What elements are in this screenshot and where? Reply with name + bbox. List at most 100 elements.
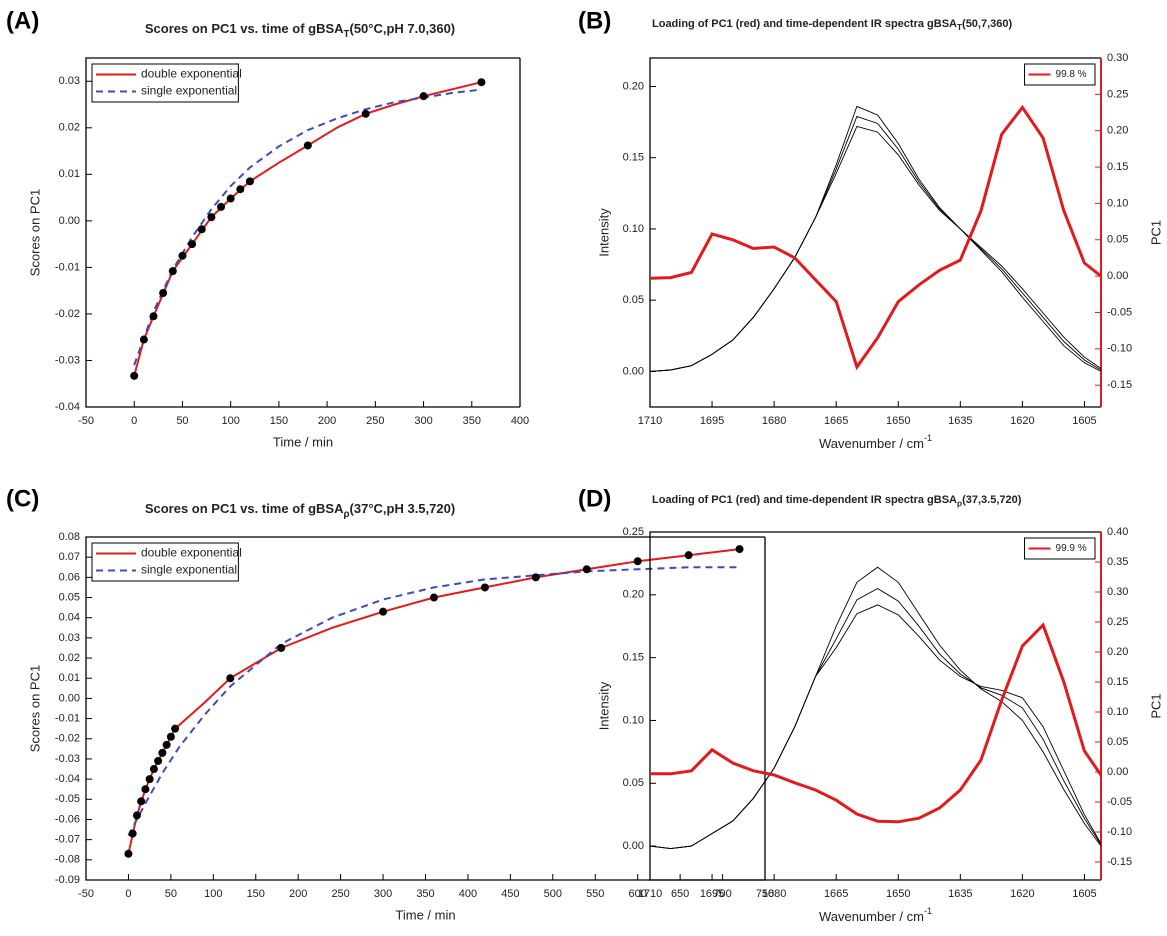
spectrum-line bbox=[650, 125, 1101, 372]
data-point bbox=[207, 213, 216, 222]
x-tick-label: 200 bbox=[318, 415, 336, 427]
x-tick-label: 400 bbox=[459, 888, 477, 900]
y-tick-label: 0.10 bbox=[623, 714, 644, 726]
x-axis-label: Wavenumber / cm-1 bbox=[819, 906, 932, 924]
data-point bbox=[531, 573, 540, 582]
x-label-part: -1 bbox=[924, 433, 932, 443]
y-tick-label: 0.00 bbox=[623, 840, 644, 852]
data-point bbox=[128, 829, 137, 838]
x-tick-label: 300 bbox=[374, 888, 392, 900]
x-tick-label: 600 bbox=[629, 888, 647, 900]
x-tick-label: 1635 bbox=[948, 415, 972, 427]
data-point bbox=[217, 202, 226, 211]
data-point bbox=[171, 724, 180, 733]
y-tick-label: -0.07 bbox=[55, 834, 80, 846]
legend-box bbox=[1024, 537, 1096, 560]
legend-label: 99.9 % bbox=[1056, 543, 1087, 554]
legend: 99.8 % bbox=[1024, 63, 1096, 86]
y-tick-label: 0.03 bbox=[59, 632, 80, 644]
y-axis-label: Intensity bbox=[596, 681, 611, 730]
data-point bbox=[149, 765, 158, 774]
y2-tick-label: -0.15 bbox=[1107, 379, 1132, 391]
plot-data bbox=[650, 566, 1101, 850]
y-tick-label: 0.15 bbox=[623, 152, 644, 164]
data-point bbox=[159, 288, 168, 297]
y2-tick-label: -0.15 bbox=[1107, 856, 1132, 868]
title-part: ρ bbox=[957, 499, 962, 508]
data-point bbox=[735, 545, 744, 554]
y-tick-label: -0.04 bbox=[55, 773, 80, 785]
x-tick-label: 400 bbox=[511, 415, 529, 427]
title-part: (50,7,360) bbox=[962, 18, 1012, 30]
legend: 99.9 % bbox=[1024, 537, 1096, 560]
y-tick-label: 0.00 bbox=[59, 692, 80, 704]
chart-title: Scores on PC1 vs. time of gBSAρ(37°C,pH … bbox=[145, 501, 455, 519]
title-part: ρ bbox=[343, 509, 349, 520]
y2-tick-label: 0.15 bbox=[1107, 161, 1128, 173]
y2-tick-label: -0.05 bbox=[1107, 306, 1132, 318]
y-tick-label: 0.00 bbox=[623, 365, 644, 377]
data-point bbox=[197, 225, 206, 234]
y2-tick-label: 0.05 bbox=[1107, 234, 1128, 246]
title-part: (37°C,pH 3.5,720) bbox=[350, 501, 456, 516]
y-tick-label: 0.07 bbox=[59, 551, 80, 563]
x-tick-label: 50 bbox=[176, 415, 188, 427]
x-tick-label: 0 bbox=[131, 415, 137, 427]
data-point bbox=[145, 775, 154, 784]
y-tick-label: 0.00 bbox=[59, 215, 80, 227]
y2-tick-label: 0.20 bbox=[1107, 646, 1128, 658]
x-tick-label: 1680 bbox=[762, 888, 786, 900]
data-point bbox=[166, 732, 175, 741]
x-tick-label: 300 bbox=[414, 415, 432, 427]
y-tick-label: 0.20 bbox=[623, 589, 644, 601]
x-axis-label: Time / min bbox=[395, 907, 455, 922]
data-point bbox=[154, 756, 163, 765]
fit-line bbox=[133, 88, 482, 366]
plot-frame bbox=[649, 531, 1101, 881]
title-part: (37,3.5,720) bbox=[962, 494, 1022, 506]
legend-box bbox=[1024, 63, 1096, 86]
x-tick-label: 200 bbox=[289, 888, 307, 900]
data-point bbox=[303, 141, 312, 150]
plot-data bbox=[124, 545, 744, 858]
y2-tick-label: 0.15 bbox=[1107, 676, 1128, 688]
title-part: Scores on PC1 vs. time of gBSA bbox=[145, 21, 344, 36]
data-point bbox=[236, 185, 245, 194]
spectrum-line bbox=[650, 604, 1101, 850]
x-tick-label: -50 bbox=[78, 415, 94, 427]
chart-title: Scores on PC1 vs. time of gBSAT(50°C,pH … bbox=[145, 21, 455, 39]
y-tick-label: 0.05 bbox=[623, 777, 644, 789]
y2-tick-label: 0.35 bbox=[1107, 556, 1128, 568]
data-point bbox=[429, 593, 438, 602]
chart-title: Loading of PC1 (red) and time-dependent … bbox=[652, 18, 1013, 32]
legend-label: double exponential bbox=[141, 67, 242, 81]
y2-tick-label: -0.10 bbox=[1107, 826, 1132, 838]
legend: double exponential single exponential bbox=[91, 542, 242, 582]
y-tick-label: -0.02 bbox=[55, 733, 80, 745]
y-tick-label: -0.03 bbox=[55, 354, 80, 366]
legend-label: single exponential bbox=[141, 84, 237, 98]
x-tick-label: 450 bbox=[501, 888, 519, 900]
x-tick-label: 1695 bbox=[700, 415, 724, 427]
legend-box bbox=[91, 542, 239, 582]
x-tick-label: 1620 bbox=[1010, 888, 1034, 900]
y2-tick-label: 0.10 bbox=[1107, 706, 1128, 718]
y2-tick-label: 0.00 bbox=[1107, 270, 1128, 282]
data-point bbox=[245, 177, 254, 186]
y2-tick-label: 0.40 bbox=[1107, 526, 1128, 538]
x-tick-label: 150 bbox=[247, 888, 265, 900]
x-tick-label: 1650 bbox=[886, 888, 910, 900]
y2-tick-label: 0.05 bbox=[1107, 736, 1128, 748]
panel-label: (D) bbox=[578, 485, 611, 512]
x-tick-label: 1620 bbox=[1010, 415, 1034, 427]
spectrum-line bbox=[650, 587, 1101, 850]
y-axis-label: Intensity bbox=[596, 208, 611, 257]
title-part: Scores on PC1 vs. time of gBSA bbox=[145, 501, 344, 516]
data-point bbox=[633, 557, 642, 566]
y2-tick-label: 0.30 bbox=[1107, 586, 1128, 598]
x-tick-label: 1635 bbox=[948, 888, 972, 900]
y-tick-label: 0.05 bbox=[623, 294, 644, 306]
y-tick-label: -0.01 bbox=[55, 261, 80, 273]
x-tick-label: 700 bbox=[713, 888, 731, 900]
y-tick-label: 0.01 bbox=[59, 672, 80, 684]
